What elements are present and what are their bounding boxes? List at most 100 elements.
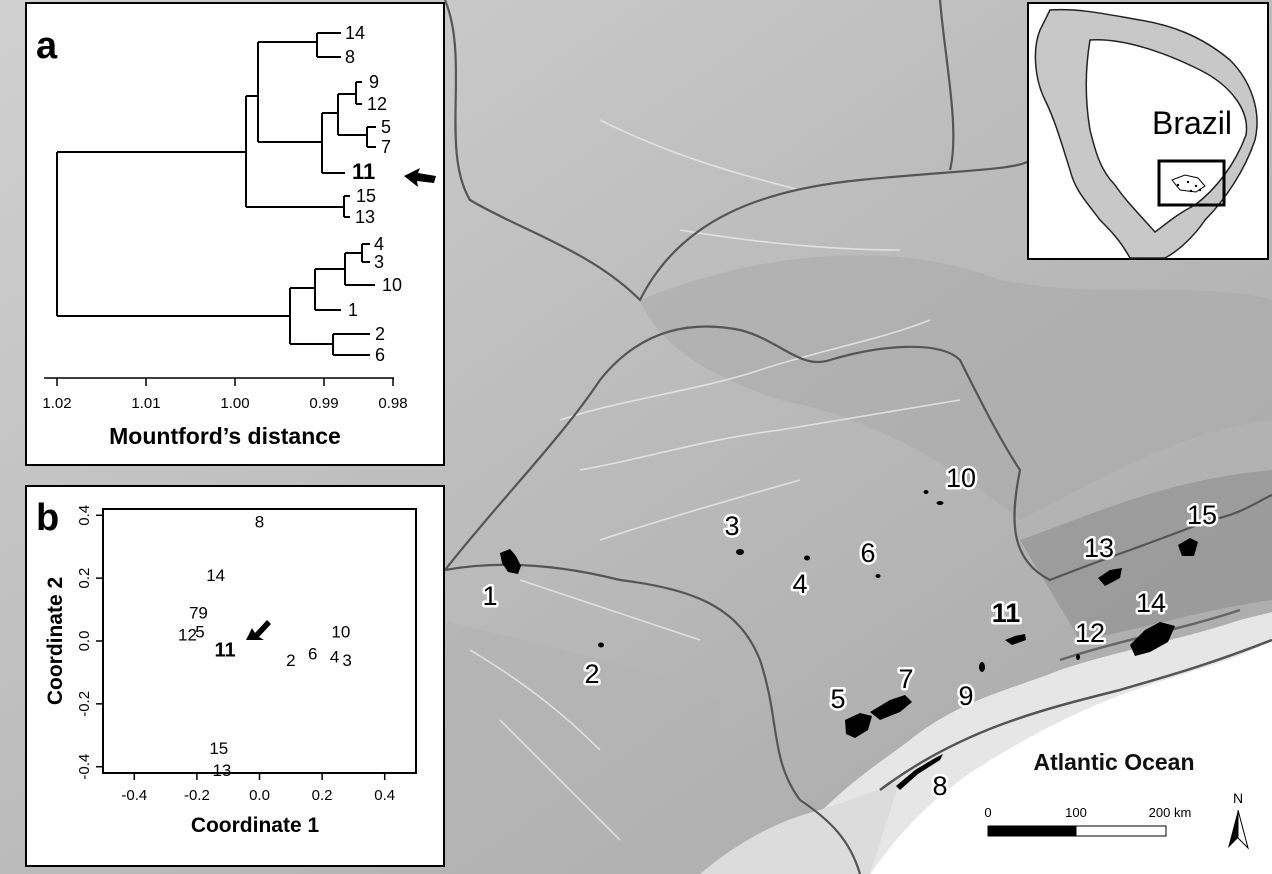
site-label-12: 12 [1075,618,1105,648]
leaf-label-10: 10 [382,275,402,295]
site-label-15: 15 [1187,500,1217,530]
x-tick-label: 0.2 [312,787,333,804]
site-label-14: 14 [1136,588,1166,618]
mds-point-11: 11 [214,639,235,661]
leaf-label-14: 14 [345,23,365,43]
site-10-area [923,490,929,494]
x-tick-label: 0.98 [378,395,407,412]
river-network [469,119,961,841]
leaf-label-5: 5 [381,117,391,137]
site-9-area [979,662,985,672]
arrow-icon [404,168,436,187]
site-label-5: 5 [830,684,845,714]
site-6-area [875,574,881,578]
x-tick-label: 0.4 [374,787,395,804]
x-axis-ticks: -0.4 -0.2 0.0 0.2 0.4 [121,773,395,804]
site-label-3: 3 [724,511,739,541]
mds-point-6: 6 [308,645,317,664]
north-arrow: N [1228,790,1249,850]
leaf-label-1: 1 [348,300,358,320]
panel-b-letter: b [36,497,59,539]
x-tick-label: 1.00 [220,395,249,412]
panel-b: b -0.4 -0.2 0.0 0.2 0.4 0.4 0.2 0.0 -0.2 -0.4 8 1… [25,485,445,867]
leaf-label-6: 6 [375,345,385,365]
leaf-label-15: 15 [356,186,376,206]
arrow-icon [246,620,271,640]
leaf-label-7: 7 [381,137,391,157]
dendrogram [56,32,376,356]
scale-label-100: 100 [1065,805,1087,820]
leaf-label-8: 8 [345,47,355,67]
site-3-area [736,549,744,555]
highland-patch [1020,470,1272,640]
site-4-area [804,555,810,561]
inset-map: Brazil [1027,2,1269,260]
site-14-area [1130,622,1175,656]
mds-point-9: 9 [198,604,207,623]
mds-point-4: 4 [330,648,339,667]
leaf-label-4: 4 [374,234,384,254]
site-label-2: 2 [584,659,599,689]
y-axis-title: Coordinate 2 [44,577,67,705]
site-1-area [500,549,521,574]
leaf-label-13: 13 [355,207,375,227]
y-tick-label: 0.2 [76,568,93,589]
atlantic-ocean [870,640,1272,874]
mds-point-8: 8 [255,513,264,532]
leaf-label-2: 2 [375,324,385,344]
panel-a-frame [25,2,445,466]
panel-b-frame [25,485,445,867]
panel-a-letter: a [36,25,58,67]
mds-point-2: 2 [286,651,295,670]
x-tick-label: 1.02 [42,395,71,412]
ocean-label: Atlantic Ocean [1033,749,1194,775]
site-label-10: 10 [946,463,976,493]
north-label: N [1233,790,1243,806]
highland-patch [440,620,720,874]
leaf-label-11: 11 [352,159,375,184]
site-15-area [1178,538,1198,556]
site-label-6: 6 [860,538,875,568]
x-tick-label: -0.2 [184,787,210,804]
site-markers [500,490,1198,790]
leaf-label-12: 12 [367,94,387,114]
site-13-area [1098,568,1122,586]
coastline [879,638,1272,792]
highland-patch [640,255,1272,520]
site-8-area [896,754,943,790]
inset-country-label: Brazil [1152,105,1232,141]
site-label-8: 8 [932,771,947,801]
site-5-area [845,713,872,738]
mds-point-5: 5 [195,623,204,642]
mds-point-7: 7 [189,604,198,623]
site-label-7: 7 [898,664,913,694]
study-area-outline [1171,174,1206,193]
y-tick-label: -0.2 [76,691,93,717]
coastal-lowland [770,612,1272,874]
brazil-outline [1085,39,1248,233]
site-10-area [936,501,944,505]
study-area-box [1157,159,1226,207]
site-7-area [870,695,912,720]
y-tick-label: 0.4 [76,505,93,526]
x-tick-label: -0.4 [121,787,147,804]
x-tick-label: 0.99 [309,395,338,412]
mds-point-3: 3 [342,651,351,670]
y-tick-label: 0.0 [76,631,93,652]
mds-point-12: 12 [178,626,197,645]
site-label-1: 1 [482,581,497,611]
site-11-area [1005,634,1026,645]
scale-label-0: 0 [984,805,991,820]
site-label-13: 13 [1084,533,1114,563]
mds-point-14: 14 [206,566,225,585]
site-label-9: 9 [958,681,973,711]
x-tick-label: 1.01 [131,395,160,412]
mds-point-15: 15 [209,739,228,758]
site-label-11: 11 [992,598,1021,628]
x-tick-label: 0.0 [249,787,270,804]
site-label-4: 4 [792,569,807,599]
